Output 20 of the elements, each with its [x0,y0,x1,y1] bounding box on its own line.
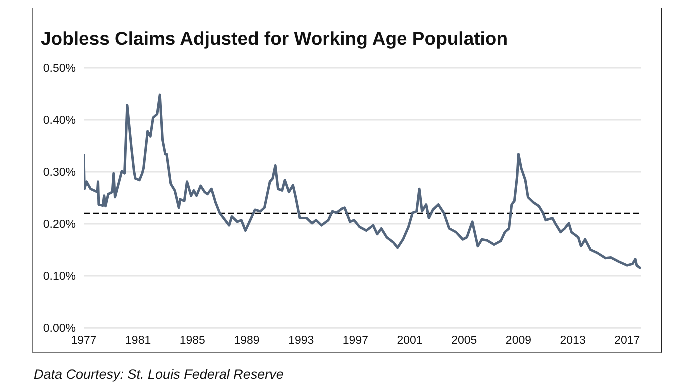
x-tick-label: 1977 [71,335,97,348]
y-tick-label: 0.50% [43,63,76,76]
x-tick-label: 1989 [234,335,260,348]
y-tick-label: 0.10% [43,271,76,284]
x-tick-label: 1993 [288,335,314,348]
y-tick-label: 0.30% [43,167,76,180]
chart-title: Jobless Claims Adjusted for Working Age Population [41,28,508,50]
text: Data Courtesy: St. Louis Federal Reserve [34,367,285,382]
x-tick-label: 2013 [560,335,586,348]
x-tick-label: 2001 [397,335,423,348]
y-tick-label: 0.00% [43,323,76,336]
x-tick-label: 1985 [180,335,206,348]
x-tick-label: 2017 [614,335,640,348]
line-series [84,94,641,270]
x-tick-label: 2005 [452,335,478,348]
x-tick-label: 2009 [506,335,532,348]
x-tick-label: 1997 [342,335,369,348]
y-tick-label: 0.20% [43,219,76,232]
x-tick-label: 1981 [126,335,152,348]
y-tick-label: 0.40% [43,115,76,128]
